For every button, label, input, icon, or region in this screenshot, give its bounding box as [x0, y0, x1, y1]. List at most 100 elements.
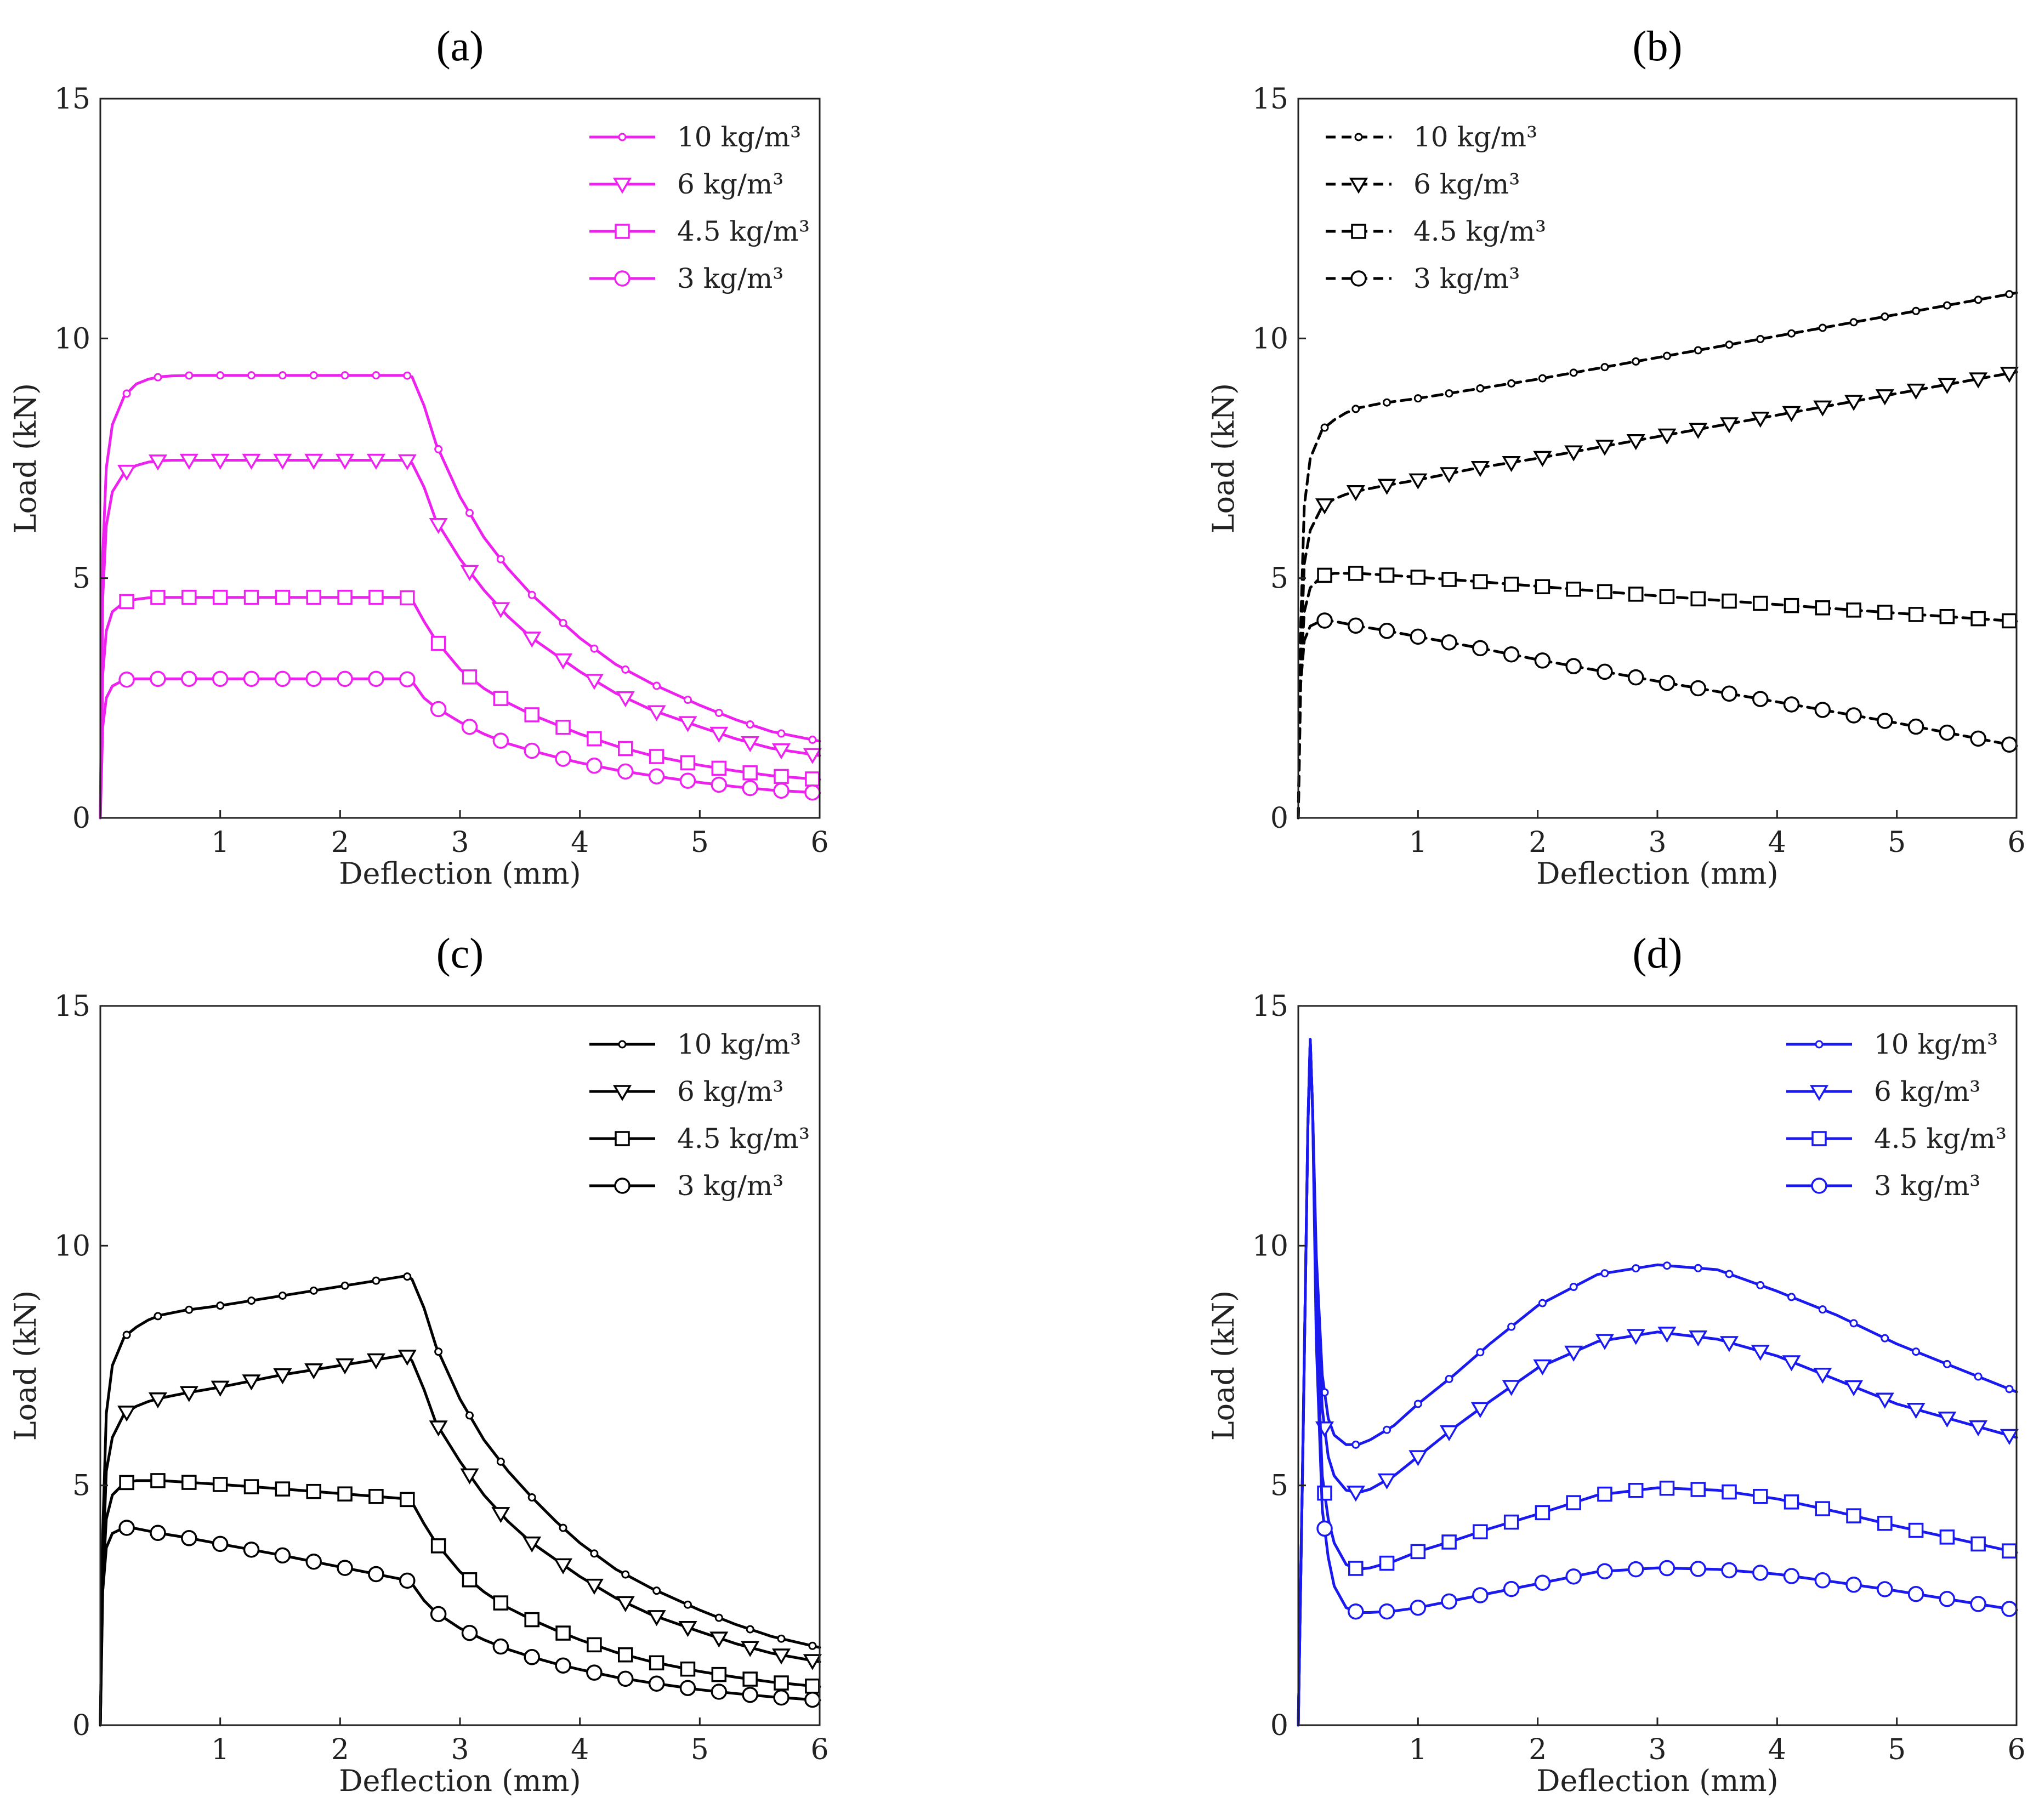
data-point	[337, 589, 353, 605]
x-tick-label: 4	[571, 1733, 589, 1766]
legend-marker	[618, 133, 627, 141]
data-point	[1440, 1425, 1459, 1442]
data-point	[1441, 634, 1457, 651]
data-point	[462, 669, 478, 685]
data-point	[1538, 374, 1547, 383]
data-point	[1408, 1450, 1428, 1466]
data-point	[118, 671, 135, 688]
data-point	[805, 771, 820, 787]
data-point	[1943, 1360, 1951, 1368]
data-point	[1939, 609, 1955, 624]
data-point	[403, 1272, 412, 1281]
panel-title: (b)	[1633, 22, 1683, 70]
data-point	[522, 1536, 542, 1553]
data-point	[1410, 1599, 1427, 1616]
data-point	[584, 674, 604, 690]
data-point	[273, 453, 292, 470]
x-tick-label: 2	[331, 826, 349, 859]
data-point	[746, 1625, 754, 1634]
data-point	[337, 1560, 353, 1576]
data-point	[652, 681, 661, 690]
data-point	[1440, 467, 1459, 484]
data-point	[1534, 652, 1551, 669]
data-point	[2001, 1601, 2018, 1617]
data-point	[397, 1350, 417, 1366]
x-tick-label: 6	[810, 1733, 828, 1766]
data-point	[212, 1535, 229, 1552]
data-point	[1875, 389, 1894, 406]
data-point	[429, 517, 448, 534]
data-point	[1912, 306, 1921, 315]
data-point	[616, 1596, 635, 1612]
data-point	[1974, 295, 1983, 304]
data-point	[1507, 1322, 1516, 1331]
data-point	[117, 1406, 137, 1422]
data-point	[430, 635, 446, 651]
data-point	[1784, 1494, 1799, 1510]
data-point	[1721, 1562, 1737, 1579]
series-line	[1297, 572, 2018, 820]
legend-label: 10 kg/m³	[677, 121, 801, 153]
data-point	[1782, 406, 1801, 423]
data-point	[1534, 1574, 1551, 1591]
data-point	[122, 389, 131, 398]
data-point	[179, 453, 198, 470]
data-point	[1507, 379, 1516, 388]
data-point	[1818, 323, 1827, 332]
data-point	[1470, 1402, 1490, 1418]
data-point	[1316, 612, 1333, 629]
series-0	[1297, 290, 2018, 820]
data-point	[430, 701, 447, 718]
data-point	[430, 1538, 446, 1554]
data-point	[1722, 1484, 1737, 1500]
data-point	[1815, 600, 1831, 616]
data-point	[618, 1647, 633, 1663]
data-point	[652, 1586, 661, 1595]
series-1	[1297, 367, 2019, 820]
y-tick-label: 15	[54, 990, 90, 1023]
panel-title: (a)	[436, 22, 484, 70]
data-point	[2005, 1385, 2014, 1394]
data-point	[774, 769, 789, 784]
data-point	[1906, 383, 1926, 400]
data-point	[493, 1595, 509, 1611]
data-point	[1662, 1261, 1671, 1270]
data-point	[1502, 456, 1521, 473]
legend-label: 4.5 kg/m³	[1413, 215, 1546, 247]
data-point	[1906, 1403, 1926, 1419]
data-point	[1877, 605, 1893, 620]
data-point	[1502, 1380, 1521, 1396]
data-point	[400, 590, 415, 606]
data-point	[1875, 1392, 1894, 1409]
data-point	[1662, 351, 1671, 360]
series-line	[1297, 619, 2018, 820]
x-tick-label: 1	[211, 826, 229, 859]
data-point	[1377, 479, 1396, 495]
data-point	[1597, 584, 1612, 600]
data-point	[1413, 1400, 1422, 1408]
legend-marker	[1354, 133, 1363, 141]
data-point	[154, 1312, 162, 1321]
data-point	[808, 1641, 817, 1650]
data-point	[368, 1566, 384, 1583]
data-point	[805, 1678, 820, 1694]
data-point	[399, 1572, 416, 1589]
data-point	[524, 742, 540, 759]
data-point	[1907, 718, 1924, 735]
data-point	[1877, 1516, 1893, 1531]
legend-marker	[1811, 1178, 1827, 1194]
data-point	[304, 453, 323, 470]
data-point	[154, 373, 162, 382]
data-point	[181, 670, 197, 687]
data-point	[1690, 591, 1706, 607]
data-point	[680, 755, 696, 771]
data-point	[372, 371, 380, 380]
data-point	[1317, 1485, 1332, 1501]
data-point	[1538, 1299, 1547, 1307]
data-point	[709, 726, 729, 743]
data-point	[649, 749, 664, 764]
series-line	[99, 1526, 821, 1727]
data-point	[274, 670, 291, 687]
data-point	[2001, 736, 2018, 753]
